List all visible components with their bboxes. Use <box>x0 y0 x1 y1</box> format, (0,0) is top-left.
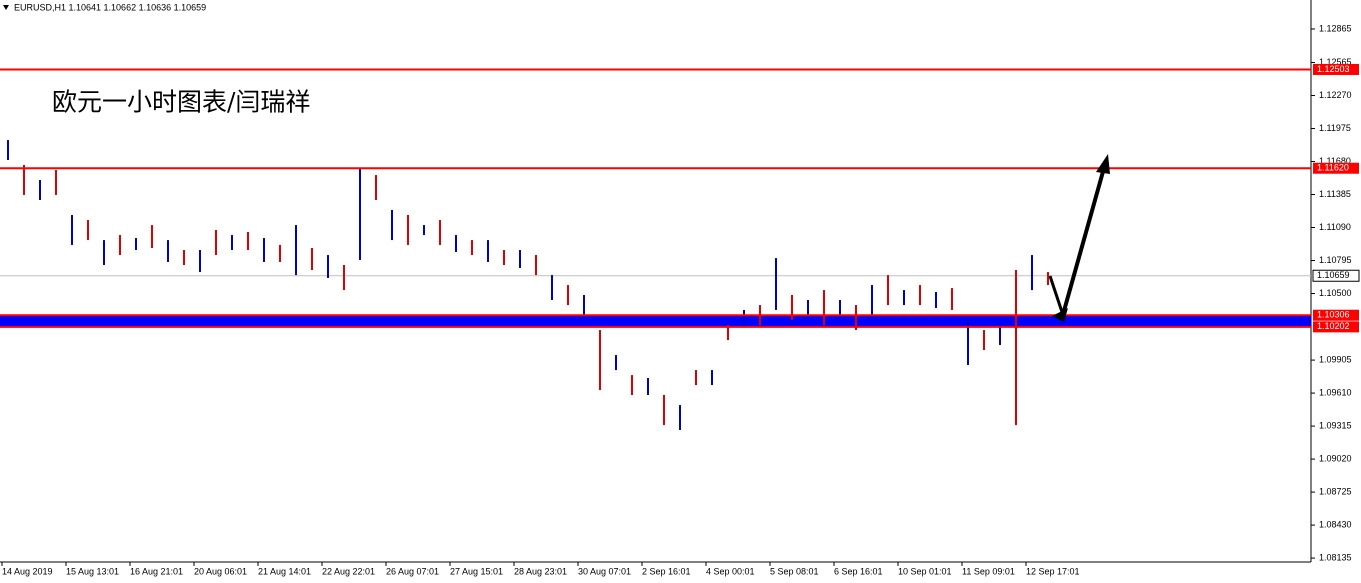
y-tick-label: 1.11975 <box>1319 123 1351 133</box>
y-tick-label: 1.09020 <box>1319 453 1352 463</box>
menu-triangle <box>3 5 9 10</box>
level-label-box <box>1313 309 1359 321</box>
x-tick-label: 4 Sep 00:01 <box>706 566 755 576</box>
x-tick-label: 15 Aug 13:01 <box>66 566 119 576</box>
level-label: 1.10202 <box>1317 321 1350 331</box>
x-tick-label: 11 Sep 09:01 <box>962 566 1015 576</box>
x-tick-label: 26 Aug 07:01 <box>386 566 439 576</box>
y-tick-label: 1.12565 <box>1319 57 1352 67</box>
x-tick-label: 21 Aug 14:01 <box>258 566 311 576</box>
y-tick-label: 1.09610 <box>1319 387 1352 397</box>
level-label-box <box>1313 63 1359 75</box>
y-tick-label: 1.12865 <box>1319 23 1352 33</box>
level-label-box <box>1313 162 1359 174</box>
y-tick-label: 1.11090 <box>1319 222 1351 232</box>
y-tick-label: 1.08430 <box>1319 519 1352 529</box>
arrow <box>1048 275 1064 313</box>
x-tick-label: 12 Sep 17:01 <box>1026 566 1080 576</box>
level-label: 1.10306 <box>1317 310 1350 320</box>
y-tick-label: 1.08725 <box>1319 486 1352 496</box>
annotation: 欧元一小时图表/闫瑞祥 <box>52 88 310 117</box>
x-tick-label: 6 Sep 16:01 <box>834 566 883 576</box>
arrow <box>1060 167 1106 319</box>
y-tick-label: 1.11680 <box>1319 156 1351 166</box>
x-tick-label: 16 Aug 21:01 <box>130 566 183 576</box>
last-price-box <box>1312 269 1360 282</box>
level-label: 1.12503 <box>1317 64 1350 74</box>
arrow-head <box>1096 154 1110 174</box>
y-tick-label: 1.10795 <box>1319 255 1352 265</box>
x-tick-label: 5 Sep 08:01 <box>770 566 819 576</box>
x-tick-label: 27 Aug 15:01 <box>450 566 503 576</box>
x-tick-label: 14 Aug 2019 <box>2 566 53 576</box>
y-tick-label: 1.08135 <box>1319 552 1352 562</box>
x-tick-label: 28 Aug 23:01 <box>514 566 567 576</box>
last-price-label: 1.10659 <box>1317 270 1350 280</box>
support-band <box>0 315 1311 327</box>
y-tick-label: 1.09905 <box>1319 354 1352 364</box>
y-tick-label: 1.11385 <box>1319 189 1351 199</box>
y-tick-label: 1.12270 <box>1319 90 1352 100</box>
y-tick-label: 1.10500 <box>1319 288 1352 298</box>
level-label: 1.11620 <box>1317 163 1349 173</box>
x-tick-label: 2 Sep 16:01 <box>642 566 691 576</box>
level-label-box <box>1313 321 1359 333</box>
chart-title: EURUSD,H1 1.10641 1.10662 1.10636 1.1065… <box>14 2 206 12</box>
x-tick-label: 20 Aug 06:01 <box>194 566 247 576</box>
x-tick-label: 10 Sep 01:01 <box>898 566 952 576</box>
x-tick-label: 22 Aug 22:01 <box>322 566 375 576</box>
y-tick-label: 1.09315 <box>1319 420 1352 430</box>
x-tick-label: 30 Aug 07:01 <box>578 566 631 576</box>
